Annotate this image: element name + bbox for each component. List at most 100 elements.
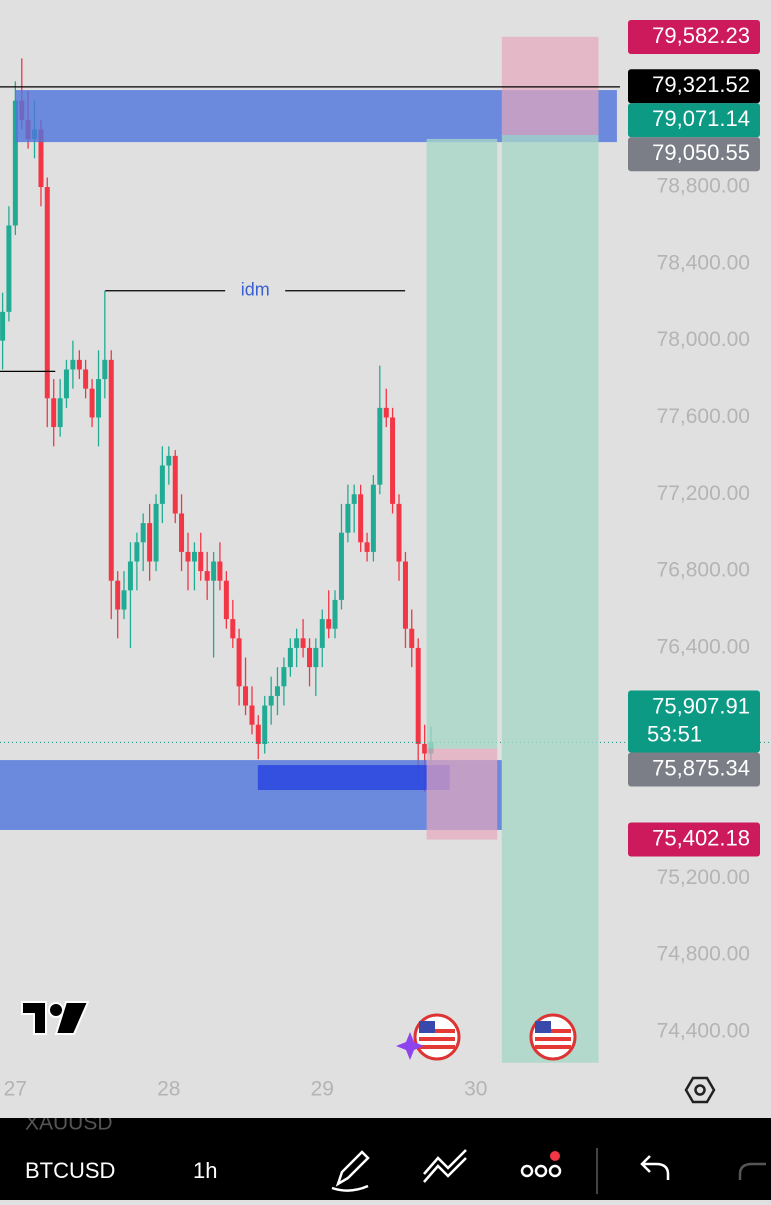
x-tick-label: 30 [464,1078,487,1101]
candle-body [89,388,95,418]
candle-body [396,503,402,562]
candle-body [6,225,12,312]
ai-sparkle [396,1032,424,1060]
lines-icon[interactable] [423,1149,467,1183]
settings-icon[interactable] [684,1076,716,1104]
candle-body [262,705,268,744]
candle-body [415,647,421,744]
candle-body [0,311,6,341]
y-tick-label: 76,800.00 [657,559,750,582]
y-tick-label: 78,400.00 [657,251,750,274]
candle-body [243,686,249,706]
candle-body [351,494,357,504]
candle-body [179,513,185,552]
toolbar: XAUUSD BTCUSD 1h [0,1112,771,1200]
candle-body [294,638,300,648]
candle-body [364,542,370,552]
candle-body [249,705,255,725]
candle-body [236,638,242,687]
hidden-symbol: XAUUSD [25,1118,113,1135]
candle-body [38,129,44,188]
candle-body [127,561,133,591]
candle-body [147,523,153,562]
undo-icon[interactable] [640,1155,670,1180]
candle-body [307,647,313,668]
candle-body [268,695,274,706]
candle-body [230,619,236,639]
event-flag[interactable] [529,1013,577,1061]
candle-body [223,580,229,620]
stop-area [426,748,498,840]
price-badge [628,69,760,104]
target-area [501,134,599,1063]
candle-body [159,465,165,504]
y-tick-label: 77,200.00 [657,482,750,505]
price-badge [628,20,760,54]
x-tick-label: 29 [311,1078,334,1101]
price-badge [628,103,760,138]
candle-body [185,551,191,562]
y-tick-label: 74,800.00 [657,943,750,966]
candle-body [402,561,408,629]
price-badge-label: 75,875.34 [652,755,750,780]
y-tick-label: 77,600.00 [657,405,750,428]
price-badge [628,137,760,172]
toolbar-svg: XAUUSD BTCUSD 1h [25,1112,766,1194]
candle-body [358,494,364,543]
draw-icon[interactable] [331,1150,370,1192]
interval[interactable]: 1h [193,1158,217,1183]
candle-body [377,407,383,485]
candle-body [332,599,338,629]
price-badge [628,690,760,753]
candle-body [313,647,319,668]
candle-body [370,484,376,552]
redo-icon[interactable] [738,1162,766,1180]
symbol[interactable]: BTCUSD [25,1158,115,1183]
candle-body [63,369,69,399]
candle-body [345,503,351,533]
price-badge-label: 79,321.52 [652,72,750,97]
candle-body [76,359,82,370]
zone [257,765,450,791]
candle-body [422,743,428,754]
price-badge-label: 79,071.14 [652,106,750,131]
candle-body [281,667,287,687]
chart: 74,400.0074,800.0075,200.0076,000.0076,4… [0,20,771,1104]
candle-body [204,571,210,581]
candle-body [217,561,223,581]
price-badge-label: 75,402.18 [652,825,750,850]
x-tick-label: 28 [157,1078,180,1101]
stop-area [501,36,599,135]
candle-body [115,580,121,610]
candle-body [134,542,140,562]
price-badge-label: 79,582.23 [652,23,750,48]
price-badge-label: 79,050.55 [652,140,750,165]
candle-body [191,551,197,562]
price-badge [628,752,760,787]
notification-dot [550,1151,560,1161]
candle-body [211,561,217,581]
candle-body [326,619,332,629]
candle-body [70,359,76,370]
x-tick-label: 27 [4,1078,27,1101]
idm-label-bg [225,278,286,303]
candle-body [166,455,172,466]
price-badge [628,822,760,857]
candle-body [153,503,159,562]
candle-body [51,398,57,428]
candle-body [83,369,89,389]
y-tick-label: 74,400.00 [657,1020,750,1043]
candle-body [383,407,389,418]
candle-body [96,379,102,418]
y-tick-label: 78,000.00 [657,328,750,351]
candle-body [121,590,127,610]
target-area [426,138,498,749]
event-flag[interactable] [413,1013,461,1061]
price-badge-label: 75,907.91 [652,693,750,718]
candle-body [300,638,306,648]
more-icon[interactable] [520,1164,562,1178]
candle-body [274,686,280,696]
settings-icon-center [694,1084,706,1096]
candle-body [287,647,293,668]
